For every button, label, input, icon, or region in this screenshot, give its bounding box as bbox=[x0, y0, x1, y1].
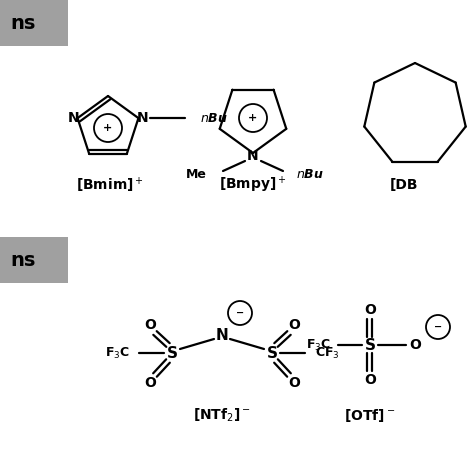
Text: [NTf$_2$]$^-$: [NTf$_2$]$^-$ bbox=[193, 406, 251, 424]
Bar bbox=[0, 237, 68, 283]
Text: F$_3$C: F$_3$C bbox=[105, 346, 129, 361]
Text: S: S bbox=[166, 346, 177, 361]
Text: −: − bbox=[434, 322, 442, 332]
Text: $n$Bu: $n$Bu bbox=[201, 111, 228, 125]
Text: O: O bbox=[288, 318, 300, 332]
Text: O: O bbox=[409, 338, 421, 352]
Text: [OTf]$^-$: [OTf]$^-$ bbox=[345, 407, 396, 423]
Text: [Bmim]$^+$: [Bmim]$^+$ bbox=[76, 175, 144, 195]
Text: N: N bbox=[137, 111, 148, 125]
Text: N: N bbox=[216, 328, 228, 343]
Text: ns: ns bbox=[10, 250, 36, 270]
Text: N: N bbox=[68, 111, 79, 125]
Text: [Bmpy]$^+$: [Bmpy]$^+$ bbox=[219, 175, 287, 195]
Text: N: N bbox=[247, 149, 259, 163]
Text: +: + bbox=[248, 113, 258, 123]
Text: −: − bbox=[236, 308, 244, 318]
Text: +: + bbox=[103, 123, 113, 133]
Text: S: S bbox=[266, 346, 277, 361]
Text: O: O bbox=[144, 376, 156, 390]
Text: S: S bbox=[365, 337, 375, 353]
Text: O: O bbox=[364, 303, 376, 317]
Text: O: O bbox=[144, 318, 156, 332]
Text: Me: Me bbox=[186, 168, 207, 182]
Text: ns: ns bbox=[10, 13, 36, 33]
Text: $n$Bu: $n$Bu bbox=[296, 168, 324, 182]
Text: F$_3$C: F$_3$C bbox=[306, 337, 330, 353]
Text: O: O bbox=[364, 373, 376, 387]
Text: [DB: [DB bbox=[390, 178, 419, 192]
Text: O: O bbox=[288, 376, 300, 390]
Text: CF$_3$: CF$_3$ bbox=[315, 346, 339, 361]
Bar bbox=[0, 0, 68, 46]
